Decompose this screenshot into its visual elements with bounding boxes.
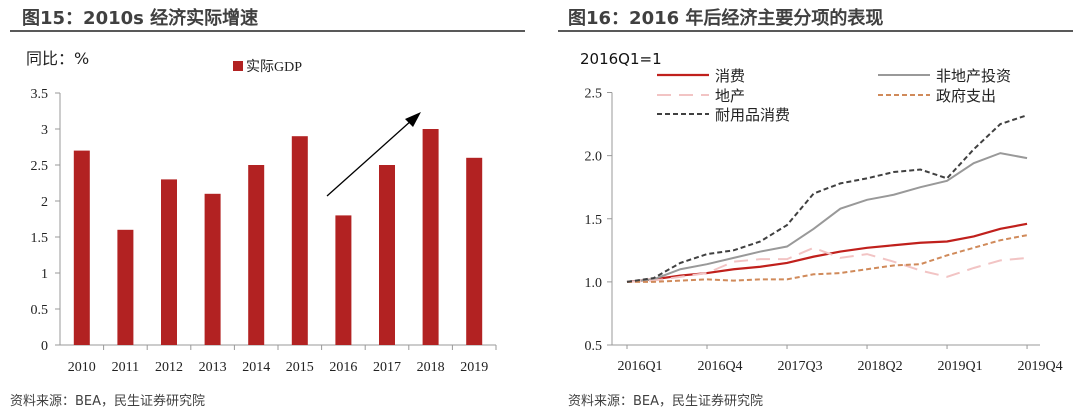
right-source: 资料来源：BEA，民生证券研究院	[568, 394, 764, 409]
right-chart-title: 图16：2016 年后经济主要分项的表现	[568, 8, 884, 29]
legend-label: 地产	[715, 88, 745, 105]
series-地产	[626, 246, 1028, 283]
legend-label: 消费	[715, 68, 745, 85]
y-tick-label: 1	[41, 267, 48, 282]
x-tick-label: 2012	[155, 360, 183, 375]
x-tick-label: 2016	[329, 360, 357, 375]
bar-2019	[466, 157, 483, 345]
y-tick-label: 0.5	[31, 303, 49, 318]
y-tick-label: 0	[41, 339, 48, 354]
bar-2018	[422, 129, 439, 345]
x-tick-label: 2018	[417, 360, 445, 375]
right-title-rule	[558, 30, 1073, 32]
left-chart-title: 图15：2010s 经济实际增速	[22, 8, 259, 29]
x-tick-label: 2017	[373, 360, 401, 375]
legend-label: 实际GDP	[246, 59, 302, 75]
y-tick-label: 2.5	[585, 87, 603, 102]
legend-swatch	[233, 61, 243, 71]
bar-2015	[291, 136, 308, 345]
arrow-head-icon	[405, 112, 421, 127]
x-tick-label: 2019Q4	[1017, 359, 1062, 374]
y-tick-label: 2.0	[585, 150, 603, 165]
y-tick-label: 3.5	[31, 87, 49, 102]
x-tick-label: 2013	[199, 360, 227, 375]
left-title-rule	[10, 30, 525, 32]
y-tick-label: 0.5	[585, 339, 603, 354]
y-tick-label: 2.5	[31, 159, 49, 174]
series-政府支出	[627, 234, 1028, 283]
left-source: 资料来源：BEA，民生证券研究院	[10, 394, 206, 409]
x-tick-label: 2019Q1	[937, 359, 982, 374]
bar-2017	[379, 165, 395, 345]
bar-2010	[73, 150, 90, 345]
trend-arrow	[326, 119, 413, 197]
y-tick-label: 1.5	[31, 231, 49, 246]
y-tick-label: 2	[41, 195, 48, 210]
x-tick-label: 2011	[112, 360, 139, 375]
bar-2011	[117, 229, 134, 345]
y-axis-label: 2016Q1=1	[580, 50, 662, 68]
x-tick-label: 2010	[68, 360, 96, 375]
bar-2013	[204, 193, 221, 345]
series-非地产投资	[626, 152, 1028, 283]
x-tick-label: 2019	[460, 360, 488, 375]
y-tick-label: 1.5	[585, 213, 603, 228]
y-tick-label: 1.0	[585, 276, 603, 291]
y-axis-label: 同比：%	[26, 49, 89, 68]
bar-2016	[335, 215, 352, 345]
x-tick-label: 2016Q4	[697, 359, 742, 374]
y-tick-label: 3	[41, 123, 48, 138]
x-tick-label: 2016Q1	[617, 359, 662, 374]
legend-label: 耐用品消费	[715, 107, 790, 124]
x-tick-label: 2018Q2	[857, 359, 902, 374]
bar-2012	[161, 179, 177, 345]
x-tick-label: 2015	[286, 360, 314, 375]
legend-label: 政府支出	[936, 88, 996, 105]
series-耐用品消费	[626, 114, 1028, 283]
x-tick-label: 2017Q3	[777, 359, 822, 374]
legend-label: 非地产投资	[936, 68, 1011, 85]
bar-2014	[248, 165, 265, 345]
x-tick-label: 2014	[242, 360, 270, 375]
